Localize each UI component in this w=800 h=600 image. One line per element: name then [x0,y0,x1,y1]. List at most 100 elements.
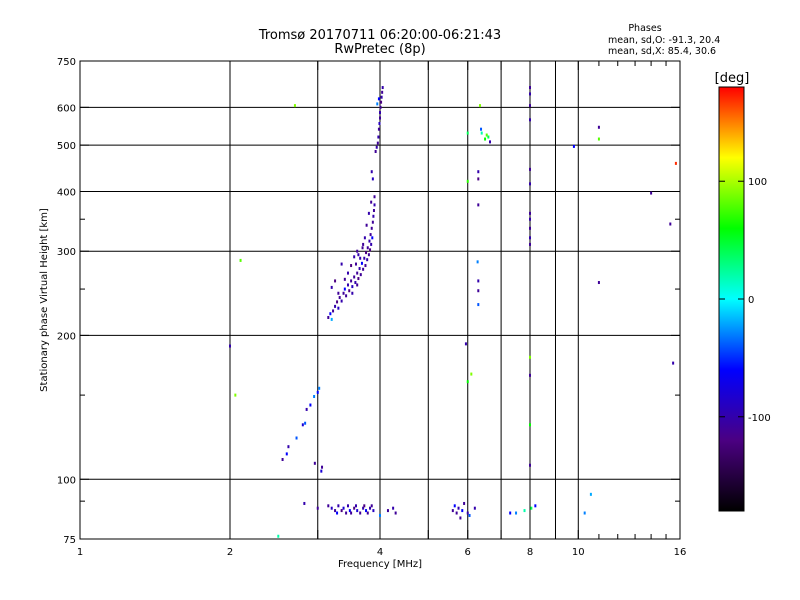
data-point [529,167,531,171]
data-point [295,436,298,440]
data-point [359,273,362,277]
y-tick-labels: 75 100 200 300 400 500 600 750 [57,57,76,546]
data-point [375,145,378,149]
data-point [327,504,330,508]
data-point [357,277,360,281]
data-point [365,251,368,255]
data-point [466,131,469,135]
data-point [334,304,337,308]
data-point [350,264,353,268]
data-point [529,104,531,108]
data-point [332,309,335,313]
data-point [350,511,353,515]
data-point [674,161,677,165]
y-tick-label: 100 [57,475,76,486]
data-point [313,394,316,398]
data-point [534,504,537,508]
data-point [343,277,346,281]
data-point [301,423,304,427]
data-point [476,260,479,264]
data-point [461,509,464,513]
data-point [479,104,482,108]
data-point [337,306,340,310]
y-tick-label: 400 [57,187,76,198]
data-point [309,403,312,407]
data-point [356,283,359,287]
data-point [379,116,381,120]
data-point [330,285,333,289]
phase-note-o: mean, sd,O: -91.3, 20.4 [608,35,720,46]
data-point [477,177,480,181]
data-point [455,511,458,515]
grid-lines [80,61,680,539]
data-point [366,246,369,250]
data-point [529,355,531,359]
data-point [589,492,592,496]
data-point [477,303,480,307]
chart-title: Tromsø 20170711 06:20:00-06:21:43 [258,28,501,43]
data-point [348,289,351,293]
data-point [359,256,362,260]
data-point [669,222,672,226]
data-point [281,457,284,461]
x-tick-labels: 1 2 4 6 8 10 16 [77,547,687,558]
data-point [340,509,343,513]
data-point [329,312,332,316]
data-point [285,452,288,456]
data-point [342,291,345,295]
data-point [239,258,242,262]
data-point [529,463,531,467]
data-point [365,223,368,227]
data-point [316,506,319,510]
data-point [363,504,366,508]
data-point [371,177,374,181]
data-point [515,511,518,515]
data-point [373,203,376,207]
data-point [327,315,330,319]
x-tick-label: 6 [465,547,471,558]
data-point [380,95,383,99]
data-point [350,279,353,283]
data-point [529,226,531,230]
chart-subtitle: RwPretec (8p) [334,42,425,57]
phase-note-heading: Phases [628,23,661,34]
data-point [370,200,373,204]
data-point [529,182,531,186]
data-point [377,127,380,131]
data-point [530,506,533,510]
y-tick-label: 75 [63,535,76,546]
axis-ticks [79,60,681,540]
y-axis-label: Stationary phase Virtual Height [km] [39,208,50,392]
data-point [351,285,354,289]
data-point [338,296,341,300]
data-point [360,261,363,265]
data-point [321,465,324,469]
data-point [457,506,460,510]
data-point [313,461,316,465]
data-point [487,135,490,139]
data-point [509,511,512,515]
data-point [376,102,379,106]
colorbar-tick-label: 0 [748,295,754,306]
data-point [342,506,345,510]
data-point [529,86,531,90]
data-point [477,279,480,283]
data-point [371,236,374,240]
data-point [229,344,231,348]
data-point [379,111,381,115]
data-point [484,137,487,141]
data-point [348,509,351,513]
data-point [358,267,361,271]
data-point [356,249,359,253]
data-point [381,86,384,90]
data-point [336,300,339,304]
data-point [392,506,395,510]
data-point [468,513,471,517]
x-tick-label: 16 [674,547,687,558]
data-point [345,294,348,298]
colorbar-ticks: -100 0 100 [718,86,771,512]
data-point [466,511,469,515]
data-point [345,511,348,515]
data-point [316,390,319,394]
